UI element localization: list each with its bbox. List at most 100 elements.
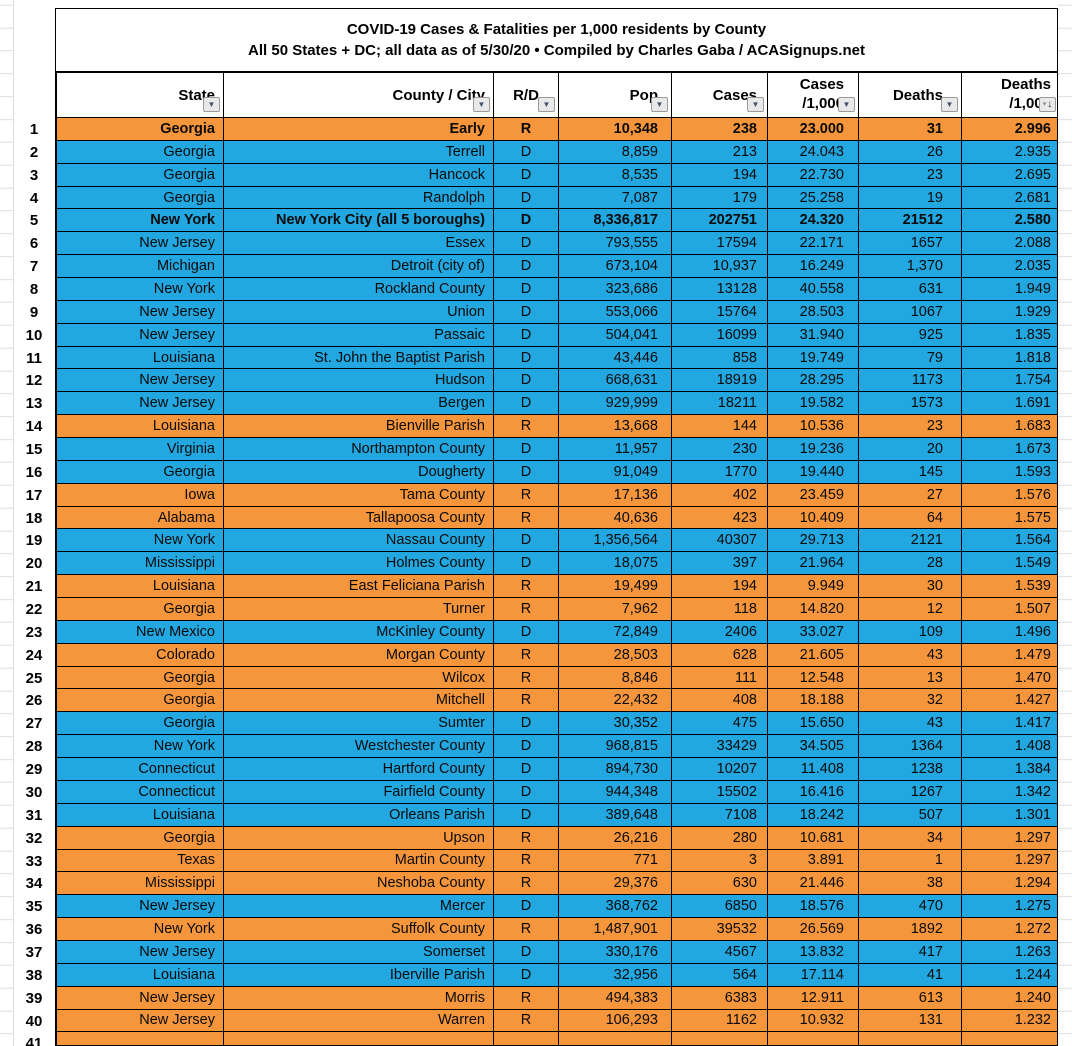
row-number[interactable]: 39 bbox=[25, 989, 43, 1007]
cell-cases_per_1000[interactable]: 13.832 bbox=[767, 939, 859, 964]
cell-county[interactable]: Morris bbox=[223, 985, 494, 1010]
cell-pop[interactable]: 7,962 bbox=[558, 597, 672, 621]
cell-state[interactable]: New Jersey bbox=[56, 391, 224, 416]
cell-deaths_per_1000[interactable]: 1.297 bbox=[961, 848, 1057, 873]
cell-deaths[interactable]: 32 bbox=[858, 688, 962, 713]
cell-state[interactable]: Georgia bbox=[56, 665, 224, 690]
column-header-rd[interactable]: R/D ▼ bbox=[493, 72, 559, 118]
cell-cases[interactable]: 630 bbox=[671, 871, 768, 896]
row-number[interactable]: 3 bbox=[29, 166, 39, 184]
cell-deaths[interactable]: 631 bbox=[858, 277, 962, 301]
cell-rd[interactable]: D bbox=[493, 711, 559, 736]
cell-rd[interactable] bbox=[493, 1031, 559, 1045]
cell-rd[interactable]: D bbox=[493, 757, 559, 781]
cell-rd[interactable]: D bbox=[493, 619, 559, 644]
cell-deaths[interactable] bbox=[858, 1031, 962, 1045]
cell-pop[interactable]: 106,293 bbox=[558, 1008, 672, 1033]
cell-rd[interactable]: D bbox=[493, 208, 559, 233]
cell-deaths[interactable]: 1173 bbox=[858, 368, 962, 393]
cell-pop[interactable]: 91,049 bbox=[558, 459, 672, 484]
cell-cases_per_1000[interactable]: 31.940 bbox=[767, 322, 859, 347]
cell-cases_per_1000[interactable]: 24.320 bbox=[767, 208, 859, 233]
cell-deaths_per_1000[interactable]: 1.564 bbox=[961, 528, 1057, 553]
cell-cases[interactable]: 18211 bbox=[671, 391, 768, 416]
cell-county[interactable]: Dougherty bbox=[223, 459, 494, 484]
cell-pop[interactable]: 72,849 bbox=[558, 619, 672, 644]
cell-cases[interactable]: 10207 bbox=[671, 757, 768, 781]
cell-cases_per_1000[interactable]: 14.820 bbox=[767, 597, 859, 621]
filter-dropdown-button[interactable]: ▼ bbox=[838, 97, 855, 112]
cell-deaths[interactable]: 79 bbox=[858, 345, 962, 370]
cell-state[interactable]: New Jersey bbox=[56, 299, 224, 324]
cell-cases_per_1000[interactable]: 12.911 bbox=[767, 985, 859, 1010]
cell-county[interactable]: Martin County bbox=[223, 848, 494, 873]
cell-deaths_per_1000[interactable]: 1.232 bbox=[961, 1008, 1057, 1033]
cell-cases_per_1000[interactable]: 19.582 bbox=[767, 391, 859, 416]
cell-cases_per_1000[interactable]: 10.409 bbox=[767, 505, 859, 530]
cell-cases_per_1000[interactable]: 15.650 bbox=[767, 711, 859, 736]
cell-rd[interactable]: R bbox=[493, 597, 559, 621]
cell-deaths[interactable]: 470 bbox=[858, 894, 962, 919]
cell-deaths_per_1000[interactable]: 2.695 bbox=[961, 162, 1057, 187]
cell-rd[interactable]: D bbox=[493, 391, 559, 416]
cell-state[interactable]: New York bbox=[56, 734, 224, 759]
cell-county[interactable]: Neshoba County bbox=[223, 871, 494, 896]
cell-cases[interactable]: 13128 bbox=[671, 277, 768, 301]
cell-cases_per_1000[interactable] bbox=[767, 1031, 859, 1045]
cell-cases[interactable]: 402 bbox=[671, 482, 768, 507]
cell-pop[interactable]: 17,136 bbox=[558, 482, 672, 507]
row-number[interactable]: 12 bbox=[25, 372, 43, 390]
cell-county[interactable]: Morgan County bbox=[223, 642, 494, 667]
cell-deaths[interactable]: 19 bbox=[858, 185, 962, 210]
cell-cases_per_1000[interactable]: 24.043 bbox=[767, 139, 859, 164]
cell-state[interactable]: Iowa bbox=[56, 482, 224, 507]
cell-pop[interactable]: 389,648 bbox=[558, 802, 672, 827]
cell-county[interactable]: Detroit (city of) bbox=[223, 254, 494, 279]
cell-state[interactable]: Louisiana bbox=[56, 962, 224, 987]
cell-state[interactable]: New York bbox=[56, 528, 224, 553]
cell-cases_per_1000[interactable]: 21.964 bbox=[767, 551, 859, 576]
row-number[interactable]: 23 bbox=[25, 623, 43, 641]
cell-county[interactable]: Terrell bbox=[223, 139, 494, 164]
cell-deaths[interactable]: 13 bbox=[858, 665, 962, 690]
cell-state[interactable]: Alabama bbox=[56, 505, 224, 530]
cell-deaths_per_1000[interactable]: 2.088 bbox=[961, 231, 1057, 256]
cell-pop[interactable]: 944,348 bbox=[558, 779, 672, 804]
cell-deaths[interactable]: 613 bbox=[858, 985, 962, 1010]
cell-county[interactable]: Union bbox=[223, 299, 494, 324]
cell-cases_per_1000[interactable]: 18.576 bbox=[767, 894, 859, 919]
cell-state[interactable]: Georgia bbox=[56, 139, 224, 164]
column-header-county[interactable]: County / City ▼ bbox=[223, 72, 494, 118]
cell-cases_per_1000[interactable]: 25.258 bbox=[767, 185, 859, 210]
cell-state[interactable]: Georgia bbox=[56, 711, 224, 736]
cell-deaths[interactable]: 43 bbox=[858, 711, 962, 736]
cell-deaths[interactable]: 31 bbox=[858, 117, 962, 141]
cell-rd[interactable]: D bbox=[493, 322, 559, 347]
cell-state[interactable]: Colorado bbox=[56, 642, 224, 667]
cell-state[interactable]: New Jersey bbox=[56, 368, 224, 393]
cell-rd[interactable]: R bbox=[493, 917, 559, 941]
cell-county[interactable]: Bergen bbox=[223, 391, 494, 416]
row-number[interactable]: 40 bbox=[25, 1012, 43, 1030]
cell-deaths[interactable]: 1892 bbox=[858, 917, 962, 941]
cell-state[interactable]: Georgia bbox=[56, 459, 224, 484]
cell-cases[interactable]: 111 bbox=[671, 665, 768, 690]
cell-county[interactable]: Rockland County bbox=[223, 277, 494, 301]
cell-deaths_per_1000[interactable]: 1.417 bbox=[961, 711, 1057, 736]
filter-dropdown-button[interactable]: ▼ bbox=[651, 97, 668, 112]
cell-rd[interactable]: R bbox=[493, 574, 559, 599]
cell-cases[interactable]: 17594 bbox=[671, 231, 768, 256]
cell-cases_per_1000[interactable]: 18.188 bbox=[767, 688, 859, 713]
row-number[interactable]: 20 bbox=[25, 555, 43, 573]
cell-cases[interactable]: 564 bbox=[671, 962, 768, 987]
cell-state[interactable]: New Jersey bbox=[56, 939, 224, 964]
row-number[interactable]: 36 bbox=[25, 921, 43, 939]
cell-rd[interactable]: R bbox=[493, 665, 559, 690]
cell-cases[interactable]: 397 bbox=[671, 551, 768, 576]
cell-county[interactable]: McKinley County bbox=[223, 619, 494, 644]
cell-county[interactable]: Essex bbox=[223, 231, 494, 256]
cell-cases_per_1000[interactable]: 22.171 bbox=[767, 231, 859, 256]
cell-deaths_per_1000[interactable]: 1.294 bbox=[961, 871, 1057, 896]
cell-county[interactable]: Hancock bbox=[223, 162, 494, 187]
row-number[interactable]: 34 bbox=[25, 875, 43, 893]
